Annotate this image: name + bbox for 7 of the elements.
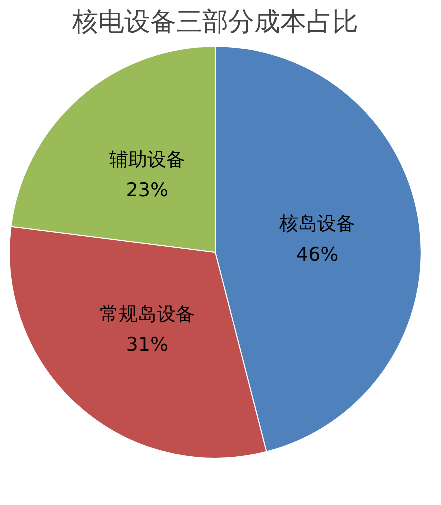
data-label: 23% — [126, 180, 169, 202]
slice-label: 辅助设备 — [109, 148, 186, 171]
data-label: 31% — [126, 334, 169, 356]
slice-label: 常规岛设备 — [100, 303, 195, 326]
chart-title: 核电设备三部分成本占比 — [72, 8, 358, 38]
slice-label: 核岛设备 — [278, 213, 356, 236]
data-label: 46% — [296, 244, 339, 266]
